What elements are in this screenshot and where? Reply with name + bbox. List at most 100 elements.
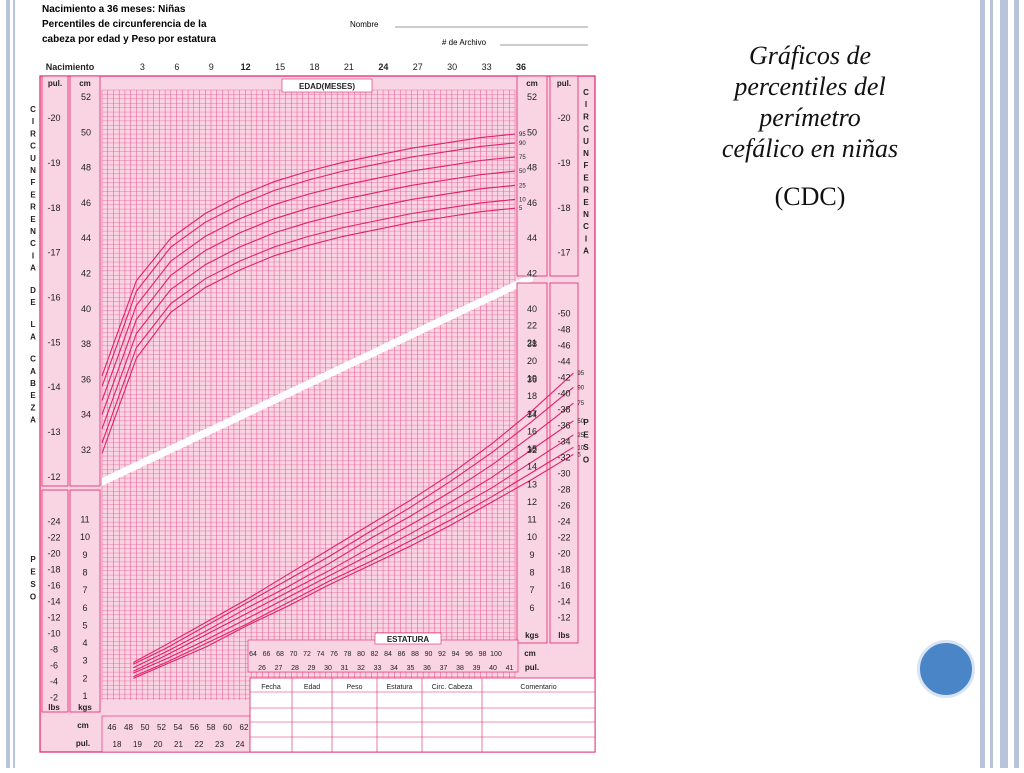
- bottom-cm-tick-50: 50: [141, 723, 150, 732]
- left-vertical-letter: D: [30, 286, 36, 295]
- bottom-estatura-scale: [101, 715, 251, 753]
- age-tick-27: 27: [413, 62, 423, 72]
- age-tick-12: 12: [241, 62, 251, 72]
- bottom-cm-tick-46: 46: [108, 723, 117, 732]
- estatura-cm-tick-72: 72: [303, 651, 311, 658]
- left-vertical-letter: N: [30, 166, 36, 175]
- weight-lb-tick-right-50: -50: [557, 309, 570, 319]
- slide-caption: Gráficos de percentiles del perímetro ce…: [660, 40, 960, 212]
- estatura-in-tick-38: 38: [456, 665, 464, 672]
- weight-percentile-line-50: [133, 420, 574, 672]
- head-in-tick-left-17: -17: [47, 248, 60, 258]
- estatura-cm-tick-84: 84: [384, 651, 392, 658]
- right-vertical-letter: U: [583, 137, 589, 146]
- right-vertical-letter: I: [585, 100, 587, 109]
- right-top-cm-label: cm: [526, 79, 538, 88]
- left-vertical-letter: C: [30, 142, 36, 151]
- right-vertical-letter: C: [583, 222, 589, 231]
- estatura-pul-unit: pul.: [525, 663, 539, 672]
- weight-lb-tick-left-12: -12: [47, 613, 60, 623]
- estatura-in-tick-37: 37: [440, 665, 448, 672]
- weight-percentile-label-90: 90: [577, 385, 584, 391]
- head-in-tick-left-18: -18: [47, 203, 60, 213]
- head-cm-tick-left-32: 32: [81, 445, 91, 455]
- head-in-tick-right-18: -18: [557, 203, 570, 213]
- header-title-line-3: cabeza por edad y Peso por estatura: [42, 34, 216, 45]
- head-cm-tick-left-50: 50: [81, 127, 91, 137]
- weight-kg-tick-left-3: 3: [82, 656, 87, 666]
- weight-kg-tick-right-8: 8: [529, 568, 534, 578]
- record-table-header-4: Circ. Cabeza: [432, 684, 473, 691]
- peso-right-letter: E: [583, 431, 589, 440]
- head-in-tick-left-19: -19: [47, 158, 60, 168]
- weight-percentile-line-25: [133, 434, 574, 674]
- weight-lb-tick-right-20: -20: [557, 549, 570, 559]
- weight-kg-tick-left-11: 11: [80, 515, 89, 525]
- age-tick-24: 24: [378, 62, 388, 72]
- weight-kg-tick-left-6: 6: [82, 603, 87, 613]
- left-top-cm-label: cm: [79, 79, 91, 88]
- head-percentile-label-5: 5: [519, 206, 523, 212]
- left-vertical-letter: E: [30, 215, 36, 224]
- left-vertical-letter: A: [30, 367, 36, 376]
- weight-kg-tick-left-8: 8: [82, 568, 87, 578]
- estatura-cm-tick-90: 90: [425, 651, 433, 658]
- head-percentile-line-75: [101, 156, 516, 401]
- estatura-in-tick-34: 34: [390, 665, 398, 672]
- estatura-cm-tick-76: 76: [330, 651, 338, 658]
- weight-kg-tick-left-1: 1: [82, 691, 87, 701]
- head-cm-tick-left-44: 44: [81, 233, 91, 243]
- head-cm-tick-right-34: 34: [527, 410, 537, 420]
- head-in-tick-right-17: -17: [557, 248, 570, 258]
- age-tick-15: 15: [275, 62, 285, 72]
- weight-lb-tick-right-38: -38: [557, 405, 570, 415]
- left-vertical-letter: N: [30, 227, 36, 236]
- bottom-cm-tick-48: 48: [124, 723, 133, 732]
- left-vertical-letter: L: [31, 320, 36, 329]
- weight-kg-tick-left-7: 7: [82, 585, 87, 595]
- left-decor-band: [6, 0, 10, 768]
- estatura-in-tick-35: 35: [407, 665, 415, 672]
- head-percentile-label-75: 75: [519, 155, 526, 161]
- estatura-cm-tick-92: 92: [438, 651, 446, 658]
- head-cm-tick-left-48: 48: [81, 163, 91, 173]
- decor-circle: [917, 640, 975, 698]
- estatura-cm-tick-94: 94: [452, 651, 460, 658]
- archivo-label: # de Archivo: [442, 38, 487, 47]
- caption-line-3: perímetro: [759, 103, 861, 132]
- weight-kg-tick-right-14: 14: [527, 462, 537, 472]
- head-in-tick-right-19: -19: [557, 158, 570, 168]
- record-table-header-3: Estatura: [386, 684, 412, 691]
- weight-lb-tick-right-46: -46: [557, 341, 570, 351]
- weight-kg-tick-left-5: 5: [82, 620, 87, 630]
- growth-chart: Nacimiento a 36 meses: Niñas Percentiles…: [20, 0, 600, 768]
- left-top-pul-label: pul.: [48, 79, 62, 88]
- head-in-tick-left-16: -16: [47, 293, 60, 303]
- head-percentile-line-50: [101, 170, 516, 415]
- weight-percentile-label-75: 75: [577, 401, 584, 407]
- weight-lb-tick-right-34: -34: [557, 437, 570, 447]
- weight-kg-tick-right-16: 16: [527, 426, 537, 436]
- estatura-cm-tick-70: 70: [290, 651, 298, 658]
- weight-kg-tick-right-10: 10: [527, 532, 537, 542]
- age-tick-nacimiento: Nacimiento: [46, 62, 95, 72]
- bottom-cm-tick-52: 52: [157, 723, 166, 732]
- right-vertical-letter: N: [583, 210, 589, 219]
- head-cm-tick-left-40: 40: [81, 304, 91, 314]
- separator-band: [102, 273, 533, 486]
- head-in-tick-left-15: -15: [47, 337, 60, 347]
- head-cm-tick-left-46: 46: [81, 198, 91, 208]
- right-vertical-letter: C: [583, 125, 589, 134]
- bottom-in-tick-22: 22: [195, 740, 204, 749]
- estatura-in-tick-41: 41: [506, 665, 514, 672]
- right-vertical-letter: R: [583, 186, 589, 195]
- caption-line-2: percentiles del: [734, 72, 886, 101]
- left-vertical-letter: E: [30, 391, 36, 400]
- weight-lb-tick-right-36: -36: [557, 421, 570, 431]
- right-kgs-label: kgs: [525, 631, 539, 640]
- estatura-in-tick-39: 39: [473, 665, 481, 672]
- weight-percentile-line-75: [133, 402, 574, 669]
- record-table-header-0: Fecha: [261, 684, 281, 691]
- weight-percentile-label-50: 50: [577, 419, 584, 425]
- bottom-cm-tick-62: 62: [240, 723, 249, 732]
